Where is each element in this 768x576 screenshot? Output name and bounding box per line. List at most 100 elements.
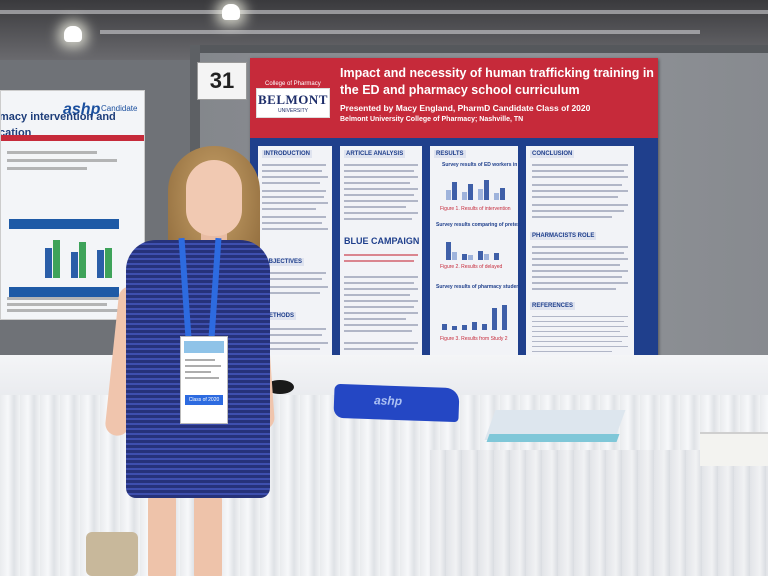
chart-bar bbox=[472, 322, 477, 330]
results-chart3 bbox=[440, 302, 510, 330]
blue-tote-bag: ashp bbox=[333, 383, 460, 423]
text-line bbox=[344, 212, 418, 214]
research-poster: College of Pharmacy BELMONT UNIVERSITY I… bbox=[250, 58, 658, 370]
poster-column-intro: INTRODUCTION OBJECTIVES METHODS bbox=[258, 146, 332, 366]
chart-bar bbox=[502, 305, 507, 330]
left-poster: ashp Candidate macy intervention and cat… bbox=[0, 90, 145, 320]
ashp-logo: ashp bbox=[63, 101, 101, 118]
text-line bbox=[262, 196, 324, 198]
text-line bbox=[262, 278, 322, 280]
text-line bbox=[532, 326, 628, 327]
chart-bar bbox=[45, 248, 52, 278]
text-line bbox=[262, 164, 326, 166]
section-header-pharmacists-role: PHARMACISTS ROLE bbox=[530, 232, 597, 240]
text-line bbox=[344, 176, 418, 178]
text-line bbox=[532, 170, 624, 172]
chart-bar bbox=[53, 240, 60, 278]
chart-bar bbox=[452, 182, 457, 200]
chart-bar bbox=[462, 254, 467, 260]
text-line bbox=[532, 282, 628, 284]
left-poster-title-line1: macy intervention and bbox=[0, 111, 116, 123]
text-line bbox=[532, 176, 628, 178]
text-line bbox=[344, 294, 410, 296]
text-line bbox=[344, 318, 406, 320]
text-line bbox=[532, 252, 624, 254]
text-line bbox=[262, 176, 328, 178]
chart-bar bbox=[452, 326, 457, 330]
text-line bbox=[344, 342, 418, 344]
text-line bbox=[532, 184, 622, 186]
text-line bbox=[262, 328, 326, 330]
chart-bar bbox=[446, 242, 451, 260]
text-line bbox=[532, 210, 624, 212]
results-chart1-title: Survey results of ED workers in bbox=[442, 162, 518, 168]
chart-bar bbox=[494, 193, 499, 200]
chart-bar bbox=[79, 242, 86, 278]
text-line bbox=[532, 336, 628, 337]
text-line bbox=[344, 200, 418, 202]
ceiling-truss bbox=[100, 30, 700, 34]
text-line bbox=[344, 312, 418, 314]
badge-text-line bbox=[185, 371, 211, 373]
text-line bbox=[7, 303, 107, 306]
text-line bbox=[532, 321, 624, 322]
poster-column-conclusion: CONCLUSION PHARMACISTS ROLE REFERENCES bbox=[526, 146, 634, 366]
badge-text-line bbox=[185, 365, 221, 367]
text-line bbox=[344, 188, 418, 190]
text-line bbox=[532, 164, 628, 166]
results-chart3-title: Survey results of pharmacy student bbox=[436, 284, 522, 290]
chart-bar bbox=[97, 250, 104, 278]
belmont-logo-sub: UNIVERSITY bbox=[277, 108, 308, 114]
text-line bbox=[7, 309, 122, 312]
poster-presenter: Presented by Macy England, PharmD Candid… bbox=[340, 103, 591, 113]
belmont-logo-text: BELMONT bbox=[258, 92, 328, 107]
section-header-article-analysis: ARTICLE ANALYSIS bbox=[344, 150, 406, 158]
text-line bbox=[344, 348, 414, 350]
text-line bbox=[344, 306, 414, 308]
badge-class-label: Class of 2020 bbox=[185, 395, 223, 405]
chart-bar bbox=[492, 308, 497, 330]
text-line bbox=[532, 270, 628, 272]
poster-column-analysis: ARTICLE ANALYSIS BLUE CAMPAIGN bbox=[340, 146, 422, 366]
text-line bbox=[344, 300, 418, 302]
right-leg bbox=[194, 492, 222, 576]
results-chart2-title: Survey results comparing of pretest bbox=[436, 222, 522, 228]
open-book bbox=[700, 432, 768, 466]
poster-title-line2: the ED and pharmacy school curriculum bbox=[340, 83, 580, 97]
text-line bbox=[344, 324, 418, 326]
text-line bbox=[262, 216, 326, 218]
text-line bbox=[262, 292, 320, 294]
poster-column-results: RESULTS Survey results of ED workers in … bbox=[430, 146, 522, 366]
text-line bbox=[532, 264, 620, 266]
text-line bbox=[7, 151, 97, 154]
text-line bbox=[532, 351, 612, 352]
text-line bbox=[262, 334, 322, 336]
face bbox=[186, 160, 242, 236]
handbag bbox=[86, 532, 138, 576]
text-line bbox=[532, 196, 618, 198]
chart-bar bbox=[482, 324, 487, 330]
text-line bbox=[344, 254, 418, 256]
chart-bar bbox=[500, 188, 505, 200]
ceiling-truss bbox=[0, 10, 768, 14]
text-line bbox=[532, 246, 628, 248]
board-frame bbox=[195, 45, 768, 53]
left-poster-rule bbox=[1, 135, 144, 141]
belmont-logo-prefix: College of Pharmacy bbox=[265, 81, 321, 87]
text-line bbox=[262, 190, 326, 192]
handout-strip bbox=[486, 434, 620, 442]
chart-bar bbox=[494, 253, 499, 260]
badge-text-line bbox=[185, 359, 215, 361]
text-line bbox=[262, 286, 328, 288]
text-line bbox=[262, 228, 328, 230]
text-line bbox=[7, 297, 127, 300]
poster-affiliation: Belmont University College of Pharmacy; … bbox=[340, 116, 524, 123]
booth-number-sign: 31 bbox=[197, 62, 247, 100]
text-line bbox=[344, 260, 414, 262]
text-line bbox=[532, 341, 622, 342]
name-badge: Class of 2020 bbox=[180, 336, 228, 424]
text-line bbox=[532, 316, 628, 317]
chart-bar bbox=[484, 254, 489, 260]
chart-bar bbox=[468, 255, 473, 260]
